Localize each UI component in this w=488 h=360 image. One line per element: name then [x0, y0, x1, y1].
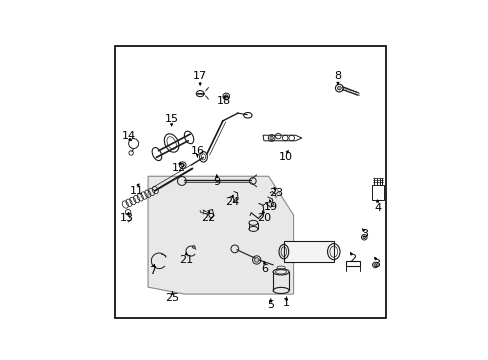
Text: 20: 20 [256, 213, 270, 224]
Circle shape [269, 136, 273, 140]
Circle shape [181, 163, 184, 167]
Circle shape [254, 258, 259, 262]
Text: 10: 10 [279, 152, 292, 162]
Text: 4: 4 [373, 203, 380, 213]
Circle shape [337, 86, 341, 90]
Text: 19: 19 [263, 202, 277, 212]
Text: 3: 3 [360, 229, 367, 239]
Polygon shape [148, 176, 293, 294]
Text: 13: 13 [120, 213, 134, 224]
Text: 1: 1 [283, 298, 289, 308]
Text: 18: 18 [217, 96, 231, 106]
Text: 14: 14 [122, 131, 136, 141]
Text: 3: 3 [372, 258, 380, 269]
Circle shape [192, 246, 195, 248]
Text: 24: 24 [224, 197, 239, 207]
Text: 2: 2 [348, 255, 355, 264]
Text: 16: 16 [190, 146, 204, 156]
Text: 15: 15 [164, 114, 178, 123]
Text: 6: 6 [261, 264, 268, 274]
Text: 7: 7 [149, 266, 156, 276]
Text: 17: 17 [193, 71, 207, 81]
Bar [346, 261, 359, 266]
Text: 25: 25 [165, 293, 179, 303]
Text: 12: 12 [172, 163, 186, 174]
Text: 21: 21 [179, 255, 193, 265]
Circle shape [373, 264, 376, 266]
Text: 9: 9 [213, 177, 220, 187]
Bar [371, 185, 383, 200]
Text: 22: 22 [201, 213, 215, 224]
Circle shape [362, 236, 365, 239]
Circle shape [224, 95, 227, 98]
Text: 8: 8 [334, 72, 341, 81]
Text: 11: 11 [129, 186, 143, 196]
Bar [284, 242, 333, 262]
Text: 23: 23 [268, 188, 283, 198]
Text: 5: 5 [267, 300, 274, 310]
